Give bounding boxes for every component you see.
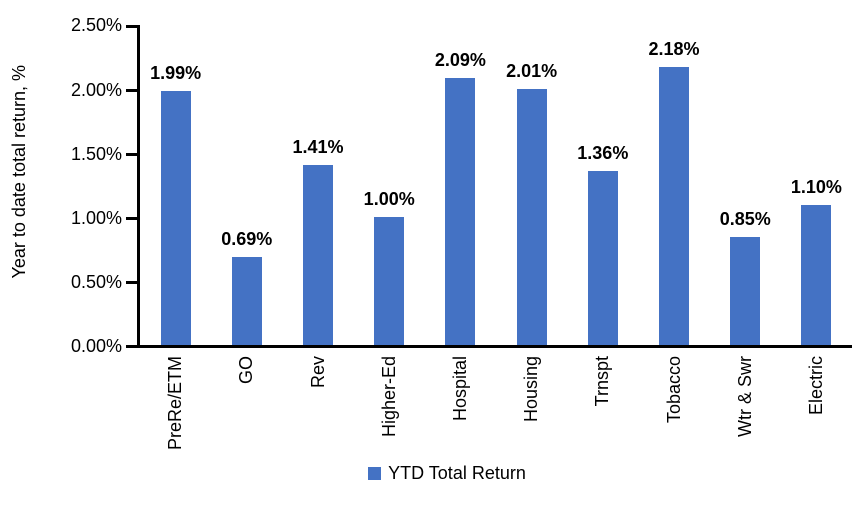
bar — [659, 66, 690, 345]
y-tick-label: 1.50% — [70, 144, 122, 164]
y-tick-mark — [126, 217, 138, 220]
x-category-cell: GO — [211, 356, 282, 464]
bar-value-label: 2.18% — [648, 38, 700, 59]
legend-swatch-icon — [368, 466, 382, 480]
plot-area: 1.99% 0.69% 1.41% 1.00% 2.09% 2.01% 1.36… — [140, 26, 852, 345]
y-tick-label: 2.00% — [70, 80, 122, 100]
bar-slot: 2.01% — [496, 26, 567, 345]
x-category-label: Trnspt — [592, 356, 613, 407]
legend-label: YTD Total Return — [388, 462, 526, 483]
x-category-label: Higher-Ed — [378, 356, 399, 438]
x-category-label: Hospital — [449, 356, 470, 422]
bar-value-label: 0.69% — [221, 228, 273, 249]
bar-value-label: 1.00% — [363, 189, 415, 210]
bar-value-label: 1.10% — [790, 176, 842, 197]
bar-value-label: 1.36% — [577, 143, 629, 164]
bar-slot: 1.10% — [781, 26, 852, 345]
x-category-cell: Tobacco — [638, 356, 709, 464]
x-category-cell: Wtr & Swr — [710, 356, 781, 464]
x-category-cell: Housing — [496, 356, 567, 464]
bar-value-label: 1.99% — [150, 63, 202, 84]
x-axis-category-labels: PreRe/ETM GO Rev Higher-Ed Hospital Hous… — [140, 356, 852, 464]
x-category-cell: Trnspt — [567, 356, 638, 464]
y-tick-label: 2.50% — [70, 15, 122, 35]
y-tick-mark — [126, 153, 138, 156]
y-tick-mark — [126, 89, 138, 92]
bar-slot: 2.09% — [425, 26, 496, 345]
bar-slot: 1.36% — [567, 26, 638, 345]
x-category-label: GO — [236, 356, 257, 385]
bar — [801, 204, 832, 345]
x-category-label: Wtr & Swr — [734, 356, 755, 437]
y-tick-mark — [126, 281, 138, 284]
bar-value-label: 1.41% — [292, 137, 344, 158]
x-category-label: Housing — [521, 356, 542, 423]
y-tick-label: 0.50% — [70, 272, 122, 292]
x-category-label: Electric — [805, 356, 826, 416]
x-category-label: Tobacco — [663, 356, 684, 424]
bar — [160, 91, 191, 345]
x-category-cell: Hospital — [425, 356, 496, 464]
bar — [730, 236, 761, 345]
bar — [445, 78, 476, 345]
bar-slot: 1.41% — [282, 26, 353, 345]
bar-slot: 2.18% — [638, 26, 709, 345]
bar-slot: 0.69% — [211, 26, 282, 345]
y-tick-label: 0.00% — [70, 336, 122, 356]
bar — [516, 88, 547, 345]
bar-slot: 1.99% — [140, 26, 211, 345]
bar-value-label: 2.01% — [506, 60, 558, 81]
bar-slot: 0.85% — [710, 26, 781, 345]
x-category-label: Rev — [307, 356, 328, 389]
x-category-cell: PreRe/ETM — [140, 356, 211, 464]
x-axis-line — [137, 345, 852, 348]
x-category-cell: Higher-Ed — [354, 356, 425, 464]
bar — [587, 171, 618, 345]
bar-value-label: 2.09% — [434, 50, 486, 71]
y-tick-label: 1.00% — [70, 208, 122, 228]
bar-value-label: 0.85% — [719, 208, 771, 229]
x-category-label: PreRe/ETM — [165, 356, 186, 451]
legend: YTD Total Return — [0, 461, 852, 485]
bar — [303, 165, 333, 345]
y-axis-line — [137, 25, 140, 348]
bar — [231, 256, 262, 345]
bar — [374, 217, 405, 345]
x-category-cell: Rev — [282, 356, 353, 464]
y-tick-mark — [126, 25, 138, 28]
y-tick-mark — [126, 345, 138, 348]
x-category-cell: Electric — [781, 356, 852, 464]
bar-slot: 1.00% — [354, 26, 425, 345]
